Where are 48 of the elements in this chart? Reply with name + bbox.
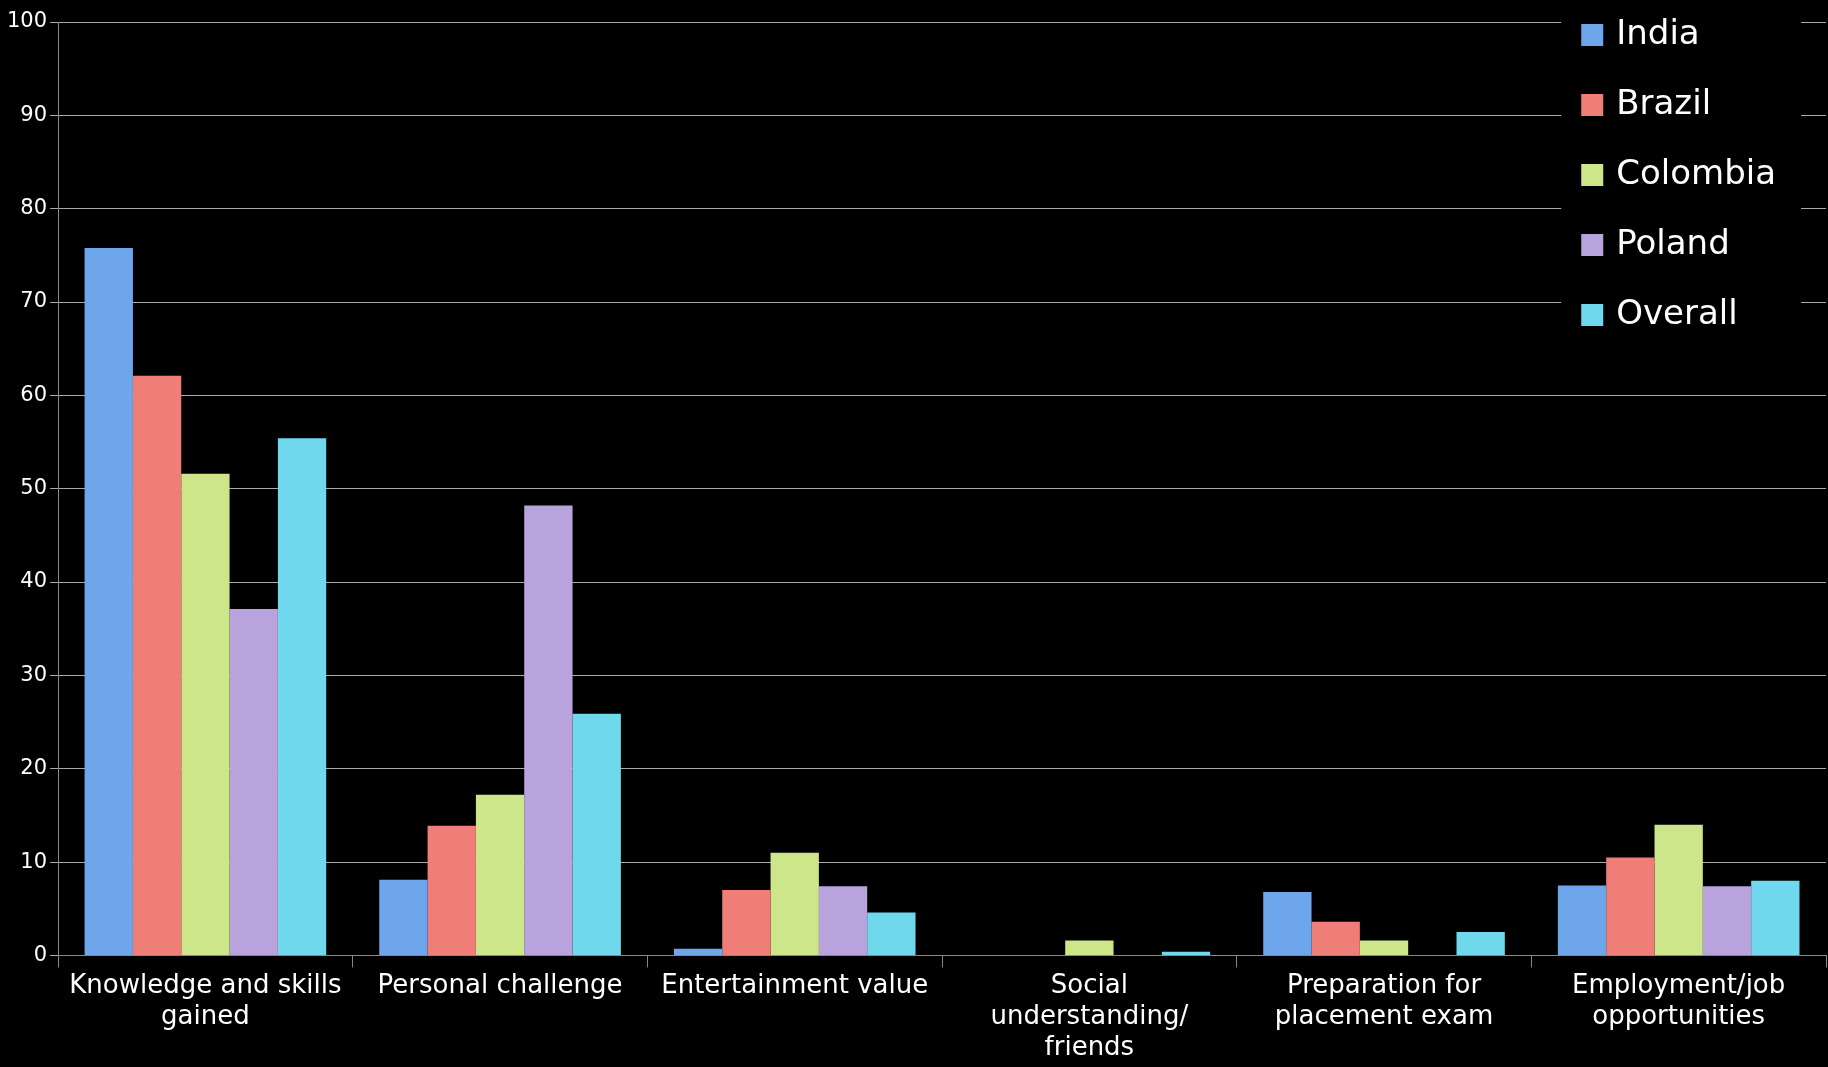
x-tick-label: Knowledge and skills gained [69, 968, 342, 1030]
y-tick-label: 70 [20, 288, 48, 313]
x-tick-label: Personal challenge [377, 968, 623, 999]
y-tick-label: 60 [20, 381, 48, 406]
bar [673, 948, 723, 955]
bar [1311, 921, 1360, 955]
y-tick-label: 100 [6, 8, 48, 33]
legend-label: Overall [1616, 291, 1738, 332]
y-tick-label: 10 [20, 848, 48, 873]
bar [229, 609, 278, 955]
bar [1751, 880, 1800, 955]
bar [770, 852, 819, 955]
bar [722, 890, 771, 955]
bar [867, 912, 916, 955]
bar [1161, 951, 1211, 955]
y-tick-label: 20 [20, 755, 48, 780]
legend-label: India [1616, 11, 1700, 52]
bar [818, 886, 868, 955]
y-tick-label: 80 [20, 195, 48, 220]
bar [1654, 824, 1703, 955]
y-tick-label: 0 [33, 941, 48, 966]
x-tick-label: Social understanding/ friends [990, 968, 1189, 1062]
bar [84, 247, 133, 955]
legend-label: Poland [1616, 221, 1730, 262]
bar [524, 505, 573, 955]
bar [572, 713, 621, 955]
y-tick-label: 40 [20, 568, 48, 593]
y-tick-label: 30 [20, 661, 48, 686]
bar [427, 825, 476, 955]
y-tick-label: 90 [20, 101, 48, 126]
legend-label: Colombia [1616, 151, 1777, 192]
bar [1359, 940, 1409, 955]
bar [132, 375, 182, 955]
bar [1263, 891, 1312, 955]
bar [1065, 940, 1114, 955]
x-tick-label: Preparation for placement exam [1274, 968, 1494, 1030]
legend-label: Brazil [1616, 81, 1712, 122]
bar [181, 473, 230, 955]
bar [277, 438, 327, 955]
x-tick-label: Entertainment value [661, 968, 929, 999]
bar [1557, 885, 1607, 955]
y-tick-label: 50 [20, 475, 48, 500]
bar [475, 794, 525, 955]
bar [1606, 857, 1655, 955]
x-tick-label: Employment/job opportunities [1572, 968, 1786, 1030]
bar [1702, 886, 1752, 955]
bar [379, 879, 428, 955]
bar [1456, 932, 1505, 955]
